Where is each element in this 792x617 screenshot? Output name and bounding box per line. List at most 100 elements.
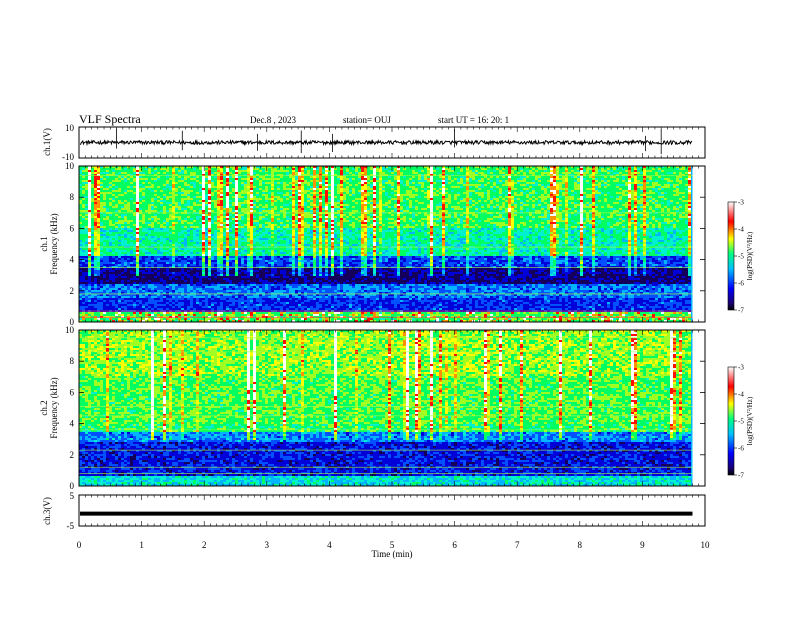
spectrogram-cell (142, 168, 145, 170)
spectrogram-cell (358, 172, 361, 174)
spectrogram-cell (151, 170, 154, 172)
spectrogram-cell (556, 170, 559, 172)
spectrogram-cell (190, 172, 193, 174)
spectrogram-cell (382, 170, 385, 172)
spectrogram-cell (688, 172, 691, 174)
station-label: station= OUJ (343, 115, 391, 125)
spectrogram-cell (196, 170, 199, 172)
spectrogram-cell (118, 168, 121, 170)
spectrogram-cell (118, 170, 121, 172)
spectrogram-cell (229, 172, 232, 174)
spectrogram-cell (676, 172, 679, 174)
spectrogram-cell (238, 168, 241, 170)
spectrogram-cell (400, 170, 403, 172)
spectrogram-cell (85, 172, 88, 174)
spectrogram-cell (604, 168, 607, 170)
spectrogram-cell (448, 172, 451, 174)
spectrogram-cell (262, 168, 265, 170)
spectrogram-cell (688, 170, 691, 172)
spectrogram-cell (130, 172, 133, 174)
spectrogram-cell (562, 170, 565, 172)
spectrogram-cell (373, 170, 376, 172)
spectrogram-cell (259, 170, 262, 172)
spectrogram-cell (238, 172, 241, 174)
spectrogram-cell (445, 170, 448, 172)
spectrogram-cell (349, 168, 352, 170)
spectrogram-cell (376, 170, 379, 172)
spectrogram-cell (352, 170, 355, 172)
spectrogram-cell (475, 170, 478, 172)
spectrogram-cell (655, 168, 658, 170)
spectrogram-cell (247, 172, 250, 174)
spectrogram-cell (658, 168, 661, 170)
spectrogram-cell (325, 172, 328, 174)
spectrogram-cell (277, 170, 280, 172)
spectrogram-cell (322, 170, 325, 172)
spectrogram-cell (526, 170, 529, 172)
spectrogram-cell (370, 172, 373, 174)
spectrogram-cell (538, 168, 541, 170)
spectrogram-cell (457, 172, 460, 174)
spectrogram-cell (331, 168, 334, 170)
spectrogram-cell (142, 172, 145, 174)
spectrogram-cell (88, 170, 91, 172)
spectrogram-cell (424, 168, 427, 170)
spectrogram-cell (247, 168, 250, 170)
spectrogram-cell (373, 172, 376, 174)
spectrogram-cell (286, 170, 289, 172)
spectrogram-cell (580, 170, 583, 172)
spectrogram-cell (223, 172, 226, 174)
spectrogram-cell (412, 170, 415, 172)
spectrogram-cell (475, 172, 478, 174)
spectrogram-cell (250, 168, 253, 170)
spectrogram-cell (481, 168, 484, 170)
spectrogram-cell (361, 168, 364, 170)
spectrogram-cell (85, 170, 88, 172)
spectrogram-cell (577, 172, 580, 174)
spectrogram-cell (460, 168, 463, 170)
spectrogram-cell (535, 172, 538, 174)
spectrogram-cell (379, 172, 382, 174)
spectrogram-cell (136, 168, 139, 170)
spectrogram-cell (397, 170, 400, 172)
spectrogram-cell (670, 170, 673, 172)
spectrogram-cell (415, 172, 418, 174)
spectrogram-cell (478, 172, 481, 174)
spectrogram-cell (499, 168, 502, 170)
spectrogram-cell (271, 170, 274, 172)
spectrogram-cell (82, 172, 85, 174)
spectrogram-cell (178, 170, 181, 172)
spectrogram-cell (316, 170, 319, 172)
spectrogram-cell (493, 172, 496, 174)
spectrogram-cell (676, 170, 679, 172)
spectrogram-cell (415, 170, 418, 172)
spectrogram-cell (463, 170, 466, 172)
spectrogram-cell (346, 172, 349, 174)
spectrogram-cell (547, 170, 550, 172)
spectrogram-cell (427, 170, 430, 172)
spectrogram-cell (214, 172, 217, 174)
spectrogram-cell (625, 168, 628, 170)
spectrogram-cell (412, 168, 415, 170)
spectrogram-cell (550, 168, 553, 170)
spectrogram-cell (364, 170, 367, 172)
spectrogram-cell (598, 170, 601, 172)
spectrogram-cell (241, 168, 244, 170)
spectrogram-cell (400, 168, 403, 170)
spectrogram-cell (388, 172, 391, 174)
spectrogram-cell (685, 170, 688, 172)
spectrogram-cell (586, 172, 589, 174)
spectrogram-cell (664, 168, 667, 170)
spectrogram-cell (508, 168, 511, 170)
spectrogram-cell (628, 168, 631, 170)
spectrogram-cell (631, 170, 634, 172)
spectrogram-cell (421, 170, 424, 172)
spectrogram-cell (250, 170, 253, 172)
spectrogram-cell (607, 168, 610, 170)
spectrogram-cell (133, 170, 136, 172)
spectrogram-cell (187, 170, 190, 172)
spectrogram-cell (298, 168, 301, 170)
spectrogram-cell (124, 170, 127, 172)
spectrogram-cell (634, 168, 637, 170)
spectrogram-cell (562, 172, 565, 174)
